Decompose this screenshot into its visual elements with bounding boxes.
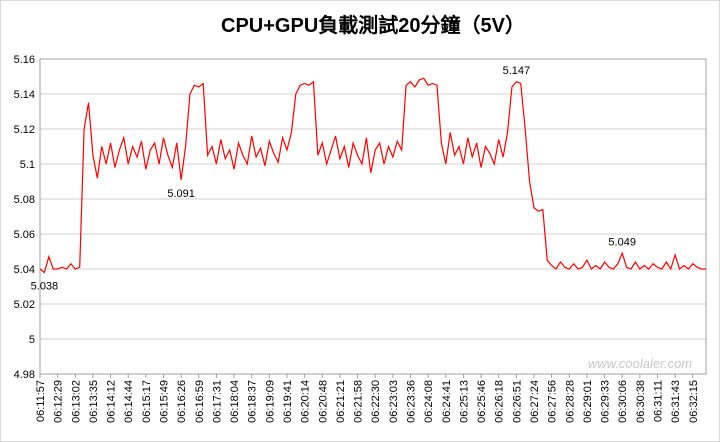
x-tick-label: 06:18:04: [229, 380, 241, 423]
y-tick-label: 5.04: [14, 264, 35, 276]
x-tick-label: 06:14:12: [106, 380, 118, 423]
data-label: 5.147: [503, 65, 531, 77]
y-tick-label: 5.02: [14, 299, 35, 311]
y-tick-label: 4.98: [14, 369, 35, 381]
x-tick-label: 06:26:18: [494, 380, 506, 423]
x-tick-label: 06:23:03: [388, 380, 400, 423]
x-tick-label: 06:30:06: [617, 380, 629, 423]
x-tick-label: 06:11:57: [35, 380, 47, 422]
x-tick-label: 06:14:44: [123, 380, 135, 423]
y-tick-label: 5.08: [14, 194, 35, 206]
x-tick-label: 06:31:43: [670, 380, 682, 423]
x-tick-label: 06:17:31: [211, 380, 223, 423]
data-line: [39, 77, 706, 274]
x-tick-label: 06:15:49: [158, 380, 170, 423]
x-tick-label: 06:26:51: [511, 380, 523, 423]
data-label: 5.038: [31, 281, 59, 293]
x-tick-label: 06:18:37: [247, 380, 259, 423]
y-tick-label: 5.14: [14, 89, 35, 101]
x-tick-label: 06:29:01: [582, 380, 594, 423]
x-tick-label: 06:29:33: [600, 380, 612, 423]
x-tick-label: 06:23:36: [405, 380, 417, 423]
data-label: 5.091: [167, 188, 195, 200]
x-tick-label: 06:19:41: [282, 380, 294, 423]
y-tick-label: 5.06: [14, 229, 35, 241]
x-tick-label: 06:12:29: [53, 380, 65, 423]
x-tick-label: 06:13:02: [70, 380, 82, 423]
watermark: www.coolaler.com: [588, 356, 692, 371]
x-tick-label: 06:16:59: [194, 380, 206, 423]
x-tick-label: 06:19:09: [264, 380, 276, 423]
x-tick-label: 06:15:17: [141, 380, 153, 423]
y-tick-label: 5.12: [14, 124, 35, 136]
x-tick-label: 06:31:11: [652, 380, 664, 422]
x-tick-label: 06:32:15: [688, 380, 700, 423]
y-tick-label: 5.16: [14, 54, 35, 66]
x-tick-label: 06:25:46: [476, 380, 488, 423]
y-tick-label: 5: [29, 334, 35, 346]
plot-border: [39, 58, 707, 375]
x-tick-label: 06:30:38: [635, 380, 647, 423]
x-tick-label: 06:24:08: [423, 380, 435, 423]
x-tick-label: 06:16:26: [176, 380, 188, 423]
y-tick-label: 5.1: [20, 159, 35, 171]
data-label: 5.049: [608, 236, 636, 248]
x-tick-label: 06:21:58: [353, 380, 365, 423]
x-tick-label: 06:25:13: [458, 380, 470, 423]
chart-title: CPU+GPU負載測試20分鐘（5V）: [221, 13, 525, 37]
x-tick-label: 06:20:14: [300, 380, 312, 423]
x-tick-label: 06:20:48: [317, 380, 329, 423]
x-tick-label: 06:27:24: [529, 380, 541, 423]
x-tick-label: 06:24:41: [441, 380, 453, 423]
x-tick-label: 06:21:21: [335, 380, 347, 423]
x-tick-label: 06:22:30: [370, 380, 382, 423]
x-tick-label: 06:27:56: [547, 380, 559, 423]
x-tick-label: 06:28:28: [564, 380, 576, 423]
x-tick-label: 06:13:35: [88, 380, 100, 423]
